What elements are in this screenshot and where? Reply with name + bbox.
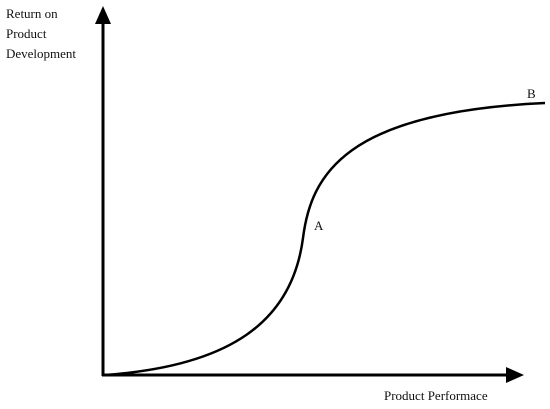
y-axis-label: Development	[6, 46, 76, 61]
x-axis-label: Product Performace	[384, 388, 488, 403]
point-label: A	[314, 218, 324, 233]
point-label: B	[527, 86, 536, 101]
y-axis-label: Product	[6, 26, 47, 41]
y-axis-arrow	[95, 6, 111, 24]
x-axis-arrow	[506, 367, 524, 383]
y-axis-label: Return on	[6, 6, 58, 21]
s-curve	[104, 101, 546, 377]
